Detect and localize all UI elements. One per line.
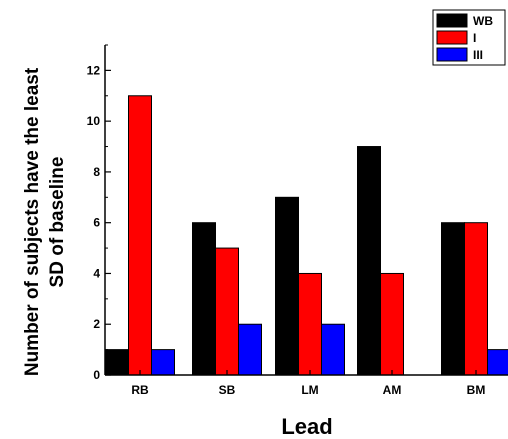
- bar-i-rb: [128, 95, 152, 376]
- x-axis-title: Lead: [281, 414, 332, 439]
- x-tick-label-bm: BM: [467, 383, 486, 397]
- bar-iii-sb: [238, 323, 262, 376]
- legend-label-wb: WB: [473, 14, 493, 28]
- bar-wb-sb: [192, 222, 216, 376]
- bar-iii-rb: [151, 349, 175, 376]
- bar-i-am: [380, 272, 404, 376]
- y-tick-label: 0: [93, 368, 100, 382]
- bar-wb-rb: [105, 349, 129, 376]
- bar-wb-am: [357, 146, 381, 376]
- legend-swatch-wb: [436, 13, 468, 28]
- bar-iii-bm: [487, 349, 508, 376]
- bars-group: [105, 95, 508, 376]
- y-axis-title-line2: SD of baseline: [47, 157, 68, 288]
- legend-label-i: I: [473, 31, 476, 45]
- bar-i-sb: [215, 247, 239, 376]
- bar-i-lm: [298, 272, 322, 376]
- y-tick-label: 8: [93, 165, 100, 179]
- bar-wb-lm: [275, 196, 299, 376]
- bar-iii-lm: [321, 323, 345, 376]
- legend-swatch-iii: [436, 47, 468, 62]
- y-tick-label: 12: [87, 63, 101, 77]
- y-tick-label: 4: [93, 266, 100, 280]
- y-tick-label: 10: [87, 114, 101, 128]
- legend-swatch-i: [436, 30, 468, 45]
- x-tick-label-lm: LM: [301, 383, 318, 397]
- y-tick-label: 6: [93, 216, 100, 230]
- bar-i-bm: [464, 222, 488, 376]
- legend-label-iii: III: [473, 48, 483, 62]
- y-tick-label: 2: [93, 317, 100, 331]
- axes-group: 0 2 4 6 8 10 12 RB SB LM AM BM: [87, 44, 508, 397]
- bar-wb-bm: [441, 222, 465, 376]
- x-tick-label-sb: SB: [219, 383, 236, 397]
- y-axis-title-line1: Number of subjects have the least: [22, 67, 43, 376]
- x-tick-label-am: AM: [383, 383, 402, 397]
- x-tick-label-rb: RB: [131, 383, 149, 397]
